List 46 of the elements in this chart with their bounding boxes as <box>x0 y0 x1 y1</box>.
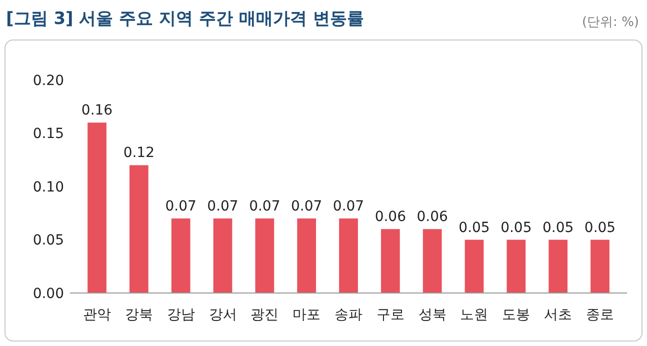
data-label: 0.07 <box>291 198 322 214</box>
bar <box>380 229 400 293</box>
data-label: 0.05 <box>458 220 490 236</box>
y-tick-label: 0.10 <box>32 179 64 196</box>
data-label: 0.05 <box>500 220 532 236</box>
bar <box>590 240 610 293</box>
data-label: 0.06 <box>416 209 448 226</box>
bar <box>297 218 316 293</box>
data-label: 0.06 <box>374 209 406 226</box>
data-label: 0.16 <box>81 102 113 119</box>
x-tick-label: 마포 <box>292 307 321 323</box>
x-tick-label: 서초 <box>544 307 572 323</box>
text: (단위: %) <box>582 15 639 30</box>
bar <box>255 218 274 293</box>
data-label: 0.07 <box>332 198 364 214</box>
data-label: 0.07 <box>165 198 196 214</box>
bar <box>171 218 190 293</box>
x-tick-label: 노원 <box>460 307 488 323</box>
bar <box>506 240 526 293</box>
x-tick-label: 구로 <box>376 307 404 323</box>
data-label: 0.05 <box>542 220 574 236</box>
data-label: 0.07 <box>207 198 238 214</box>
bar <box>548 240 568 293</box>
chart-title: [그림 3] 서울 주요 지역 주간 매매가격 변동률 <box>6 9 364 29</box>
bar <box>422 229 442 293</box>
x-tick-label: 송파 <box>334 307 362 323</box>
bar <box>213 218 232 293</box>
data-label: 0.07 <box>249 198 280 214</box>
bar <box>129 165 148 293</box>
y-tick-label: 0.15 <box>32 126 64 142</box>
x-tick-label: 관악 <box>83 307 112 323</box>
x-tick-label: 성북 <box>418 307 446 323</box>
bar <box>464 240 484 293</box>
data-label: 0.05 <box>584 220 616 236</box>
x-tick-label: 광진 <box>250 307 279 323</box>
bar <box>88 122 106 293</box>
y-tick-label: 0.20 <box>32 72 64 89</box>
y-tick-label: 0.05 <box>32 232 64 249</box>
x-tick-label: 도봉 <box>502 307 530 323</box>
x-tick-label: 종로 <box>586 307 614 323</box>
x-tick-label: 강서 <box>208 307 237 323</box>
y-tick-label: 0.00 <box>32 286 64 302</box>
data-label: 0.12 <box>123 145 155 162</box>
x-tick-label: 강남 <box>166 307 195 323</box>
x-tick-label: 강북 <box>124 307 153 323</box>
bar <box>339 218 358 293</box>
